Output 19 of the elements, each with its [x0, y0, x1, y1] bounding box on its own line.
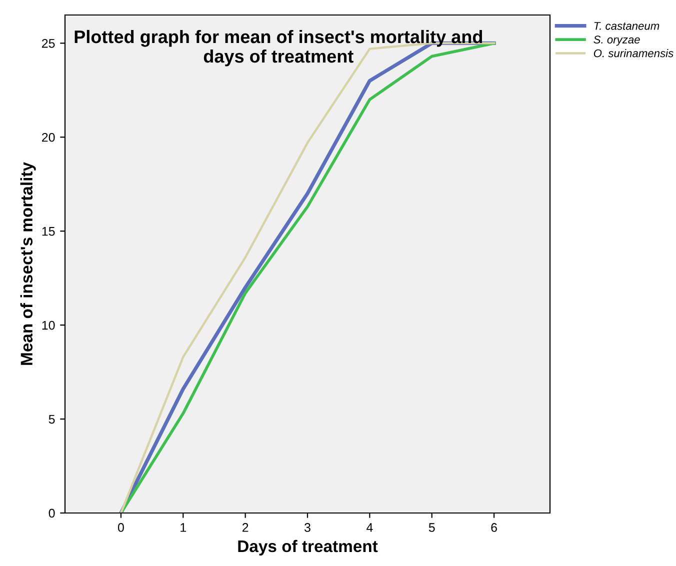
x-tick-label: 1 — [180, 523, 186, 532]
y-tick-label: 20 — [42, 132, 55, 142]
y-axis-title: Mean of insect's mortality — [20, 162, 36, 365]
y-tick-label: 5 — [48, 414, 55, 424]
legend-label: S. oryzae — [594, 36, 640, 46]
x-tick-label: 3 — [304, 523, 310, 532]
x-tick-label: 5 — [428, 523, 435, 532]
x-axis-title: Days of treatment — [238, 540, 378, 556]
y-tick-label: 25 — [42, 38, 55, 48]
y-tick-label: 10 — [42, 320, 55, 330]
y-tick-label: 15 — [42, 227, 55, 236]
x-tick-label: 6 — [491, 523, 497, 532]
x-tick-label: 4 — [366, 523, 373, 532]
legend-label: T. castaneum — [594, 22, 660, 30]
text: Plotted graph for mean of insect's mortality and days of treatment — [74, 30, 482, 66]
x-tick-label: 2 — [242, 523, 248, 532]
x-tick-label: 0 — [118, 523, 124, 532]
legend-label: O. surinamensis — [594, 49, 674, 58]
y-tick-label: 0 — [48, 508, 55, 518]
